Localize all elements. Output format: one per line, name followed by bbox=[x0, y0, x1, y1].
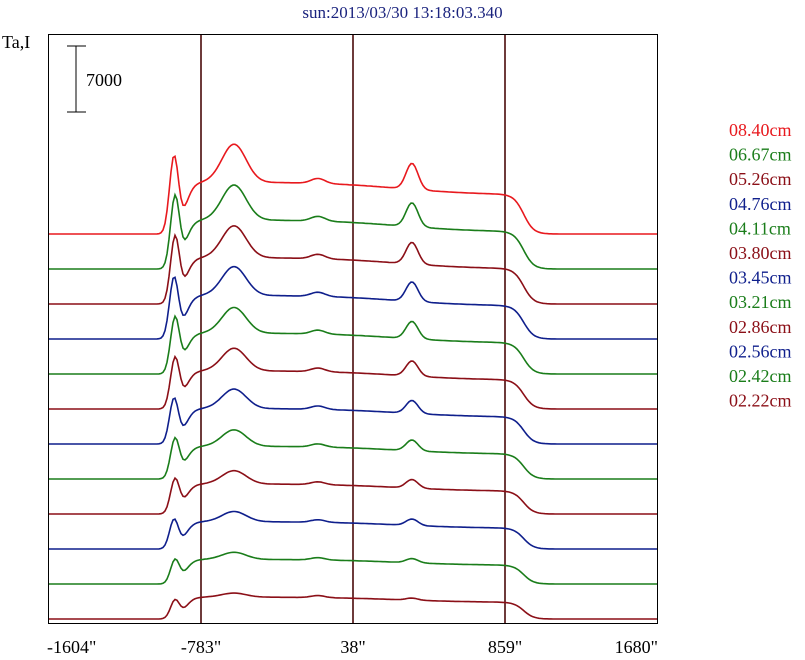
series-line-08.40cm bbox=[49, 143, 657, 235]
series-line-03.80cm bbox=[49, 347, 657, 410]
legend-entry-1: 06.67cm bbox=[729, 145, 792, 165]
legend-entry-11: 02.22cm bbox=[729, 391, 792, 411]
scale-bar: 7000 bbox=[67, 45, 122, 113]
series-line-05.26cm bbox=[49, 225, 657, 305]
legend-entry-4: 04.11cm bbox=[729, 218, 791, 238]
x-tick-label-0: -1604" bbox=[47, 637, 96, 657]
chart-title: sun:2013/03/30 13:18:03.340 bbox=[302, 3, 503, 22]
legend-entry-3: 04.76cm bbox=[729, 194, 792, 214]
series-line-04.11cm bbox=[49, 306, 657, 375]
legend-entry-0: 08.40cm bbox=[729, 120, 792, 140]
legend-entry-7: 03.21cm bbox=[729, 292, 792, 312]
series-line-02.56cm bbox=[49, 510, 657, 550]
legend-entry-8: 02.86cm bbox=[729, 317, 792, 337]
series-line-03.21cm bbox=[49, 429, 657, 480]
y-axis-label: Ta,I bbox=[2, 32, 31, 52]
legend-entry-2: 05.26cm bbox=[729, 169, 792, 189]
scale-bar-label: 7000 bbox=[86, 70, 122, 90]
x-tick-label-4: 1680" bbox=[615, 637, 658, 657]
x-tick-label-3: 859" bbox=[488, 637, 522, 657]
plot-frame bbox=[48, 34, 658, 624]
series-line-02.42cm bbox=[49, 551, 657, 585]
series-line-06.67cm bbox=[49, 184, 657, 270]
legend-entry-6: 03.45cm bbox=[729, 268, 792, 288]
series-line-02.86cm bbox=[49, 469, 657, 515]
series-line-02.22cm bbox=[49, 592, 657, 620]
series-line-04.76cm bbox=[49, 265, 657, 340]
x-tick-label-2: 38" bbox=[340, 637, 365, 657]
series-line-03.45cm bbox=[49, 388, 657, 445]
legend-entry-10: 02.42cm bbox=[729, 366, 792, 386]
legend-entry-5: 03.80cm bbox=[729, 243, 792, 263]
x-tick-label-1: -783" bbox=[181, 637, 221, 657]
legend-entry-9: 02.56cm bbox=[729, 341, 792, 361]
